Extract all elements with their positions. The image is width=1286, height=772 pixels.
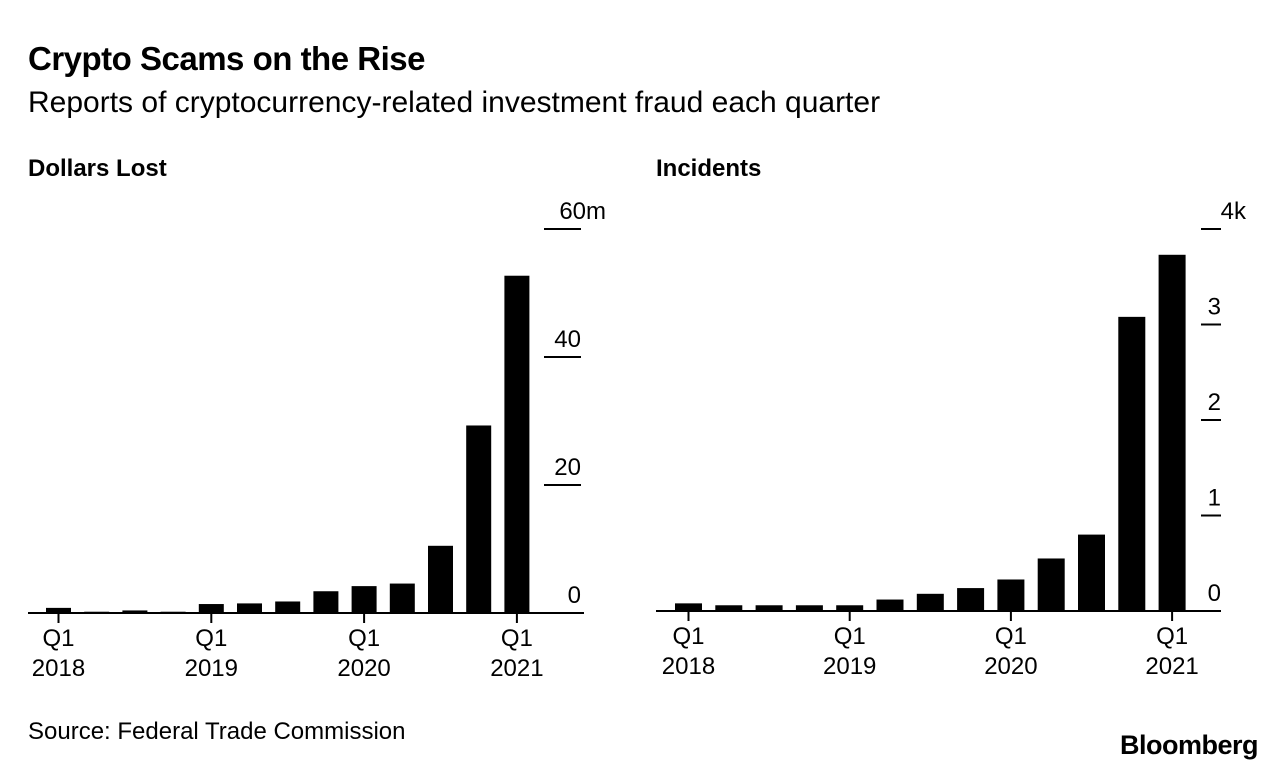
incidents-y-tick-label: 0 [1208,580,1221,607]
bloomberg-logo: Bloomberg [1119,730,1259,760]
dollars-x-tick-label-year: 2019 [185,655,238,682]
dollars-y-tick-label: 0 [568,582,581,609]
dollars-x-tick-label-quarter: Q1 [195,625,227,652]
dollars-lost-panel-title: Dollars Lost [28,155,167,182]
source-note: Source: Federal Trade Commission [28,718,406,745]
incidents-bar [957,588,985,611]
dollars-y-tick-label: 60m [559,198,606,225]
incidents-bar [1158,254,1186,611]
chart-subtitle: Reports of cryptocurrency-related invest… [28,86,881,119]
incidents-x-tick-label-year: 2018 [662,653,715,680]
dollars-y-tick-label: 40 [554,326,581,353]
incidents-x-tick-label-year: 2020 [984,653,1037,680]
incidents-y-tick-label: 4k [1221,198,1247,225]
incidents-bar [795,605,823,611]
incidents-x-tick-label-year: 2019 [823,653,876,680]
incidents-bar [997,579,1025,611]
dollars-x-tick-label-quarter: Q1 [348,625,380,652]
incidents-y-tick-label: 2 [1208,389,1221,416]
incidents-bar [876,599,904,611]
dollars-bar [351,586,377,613]
dollars-bar [466,425,492,613]
incidents-x-tick-label-quarter: Q1 [834,623,866,650]
incidents-x-tick-label-quarter: Q1 [672,623,704,650]
dollars-bar [389,583,415,613]
incidents-y-tick-label: 1 [1208,485,1221,512]
incidents-x-tick-label-year: 2021 [1145,653,1198,680]
dollars-bar [237,603,262,613]
dollars-y-tick-label: 20 [554,454,581,481]
incidents-x-tick-label-quarter: Q1 [995,623,1027,650]
incidents-bar [715,605,743,611]
dollars-bar [198,604,224,613]
dollars-bar [504,275,530,613]
incidents-bar [1118,316,1146,611]
incidents-bar [916,593,944,611]
incidents-bar [675,603,702,611]
incidents-y-tick-label: 3 [1208,294,1221,321]
incidents-bar [1037,558,1065,611]
dollars-bar [275,601,301,613]
dollars-x-tick-label-year: 2020 [337,655,390,682]
dollars-bar [84,611,110,613]
incidents-bar [755,605,783,611]
dollars-bar [313,591,339,613]
dollars-x-tick-label-year: 2018 [32,655,85,682]
incidents-bar [836,605,864,611]
incidents-bar [1078,534,1105,611]
dollars-x-tick-label-quarter: Q1 [501,625,533,652]
dollars-bar [46,607,71,613]
dollars-x-tick-label-year: 2021 [490,655,543,682]
incidents-panel-title: Incidents [656,155,762,182]
dollars-x-tick-label-quarter: Q1 [42,625,74,652]
dollars-bar [122,610,148,613]
dollars-bar [428,545,453,613]
chart-title: Crypto Scams on the Rise [28,40,425,77]
dollars-bar [160,611,186,613]
incidents-x-tick-label-quarter: Q1 [1156,623,1188,650]
